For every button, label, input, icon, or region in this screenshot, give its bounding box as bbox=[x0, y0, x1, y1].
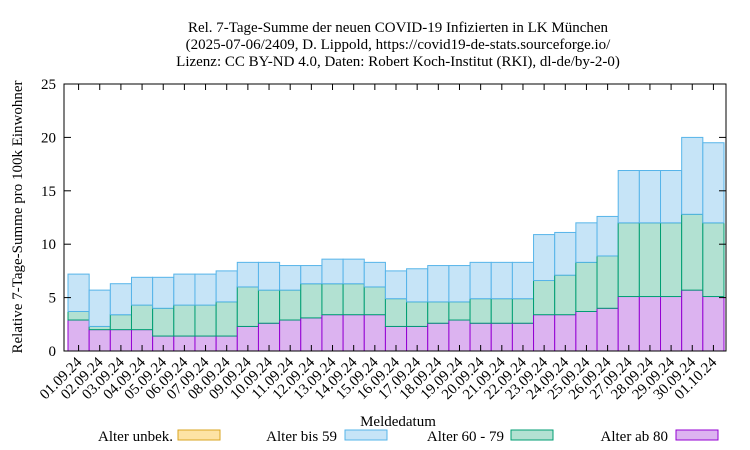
bar-alter-60-79-25.09.24 bbox=[575, 261, 598, 312]
bar-alter-ab-80-28.09.24 bbox=[638, 296, 662, 352]
bar-alter-bis-59-16.09.24 bbox=[384, 270, 408, 300]
y-tick-label: 25 bbox=[41, 77, 56, 93]
bar-alter-bis-59-15.09.24 bbox=[363, 261, 386, 288]
bar-alter-60-79-18.09.24 bbox=[427, 301, 450, 324]
bar-alter-bis-59-03.09.24 bbox=[109, 283, 132, 316]
bar-alter-bis-59-01.09.24 bbox=[67, 273, 90, 312]
bar-alter-60-79-29.09.24 bbox=[660, 222, 683, 298]
bar-alter-60-79-21.09.24 bbox=[490, 298, 513, 324]
bar-alter-60-79-07.09.24 bbox=[194, 304, 217, 337]
bar-alter-60-79-14.09.24 bbox=[342, 283, 365, 316]
bar-alter-bis-59-26.09.24 bbox=[596, 215, 619, 257]
bar-alter-bis-59-25.09.24 bbox=[575, 222, 598, 263]
bar-alter-bis-59-30.09.24 bbox=[681, 136, 704, 215]
bar-alter-60-79-12.09.24 bbox=[300, 283, 323, 319]
bar-alter-bis-59-04.09.24 bbox=[130, 276, 154, 306]
bar-alter-ab-80-29.09.24 bbox=[660, 296, 683, 352]
bar-alter-60-79-11.09.24 bbox=[279, 289, 302, 321]
bar-alter-bis-59-18.09.24 bbox=[427, 265, 450, 303]
x-axis-label: Meldedatum bbox=[360, 414, 436, 430]
bar-alter-bis-59-14.09.24 bbox=[342, 258, 365, 285]
bar-alter-bis-59-21.09.24 bbox=[490, 261, 513, 300]
legend-label-alter-unbek-: Alter unbek. bbox=[98, 429, 173, 445]
bar-alter-bis-59-22.09.24 bbox=[511, 261, 535, 300]
legend: Alter unbek. Alter bis 59 Alter 60 - 79 Alt… bbox=[98, 429, 719, 445]
bar-alter-60-79-13.09.24 bbox=[321, 283, 344, 316]
bar-alter-60-79-01.10.24 bbox=[702, 222, 725, 298]
bar-alter-bis-59-06.09.24 bbox=[173, 273, 196, 306]
bar-alter-ab-80-30.09.24 bbox=[681, 289, 704, 352]
legend-swatch-alter-60-79 bbox=[510, 429, 554, 441]
y-axis-label: Relative 7-Tage-Summe pro 100k Einwohner bbox=[10, 80, 26, 353]
bar-alter-ab-80-26.09.24 bbox=[596, 307, 619, 352]
chart-title: Rel. 7-Tage-Summe der neuen COVID-19 Inf… bbox=[176, 20, 620, 70]
legend-swatch-alter-ab-80 bbox=[675, 429, 719, 441]
bar-alter-60-79-27.09.24 bbox=[617, 222, 640, 298]
bar-alter-bis-59-02.09.24 bbox=[88, 289, 111, 327]
bar-alter-60-79-08.09.24 bbox=[215, 301, 238, 337]
bar-alter-60-79-15.09.24 bbox=[363, 286, 386, 316]
title-line-1: Rel. 7-Tage-Summe der neuen COVID-19 Inf… bbox=[188, 20, 609, 36]
bar-alter-bis-59-08.09.24 bbox=[215, 270, 238, 303]
plot-frame bbox=[63, 83, 727, 352]
bar-alter-60-79-01.09.24 bbox=[67, 310, 90, 321]
bar-alter-bis-59-09.09.24 bbox=[236, 261, 259, 288]
bar-alter-bis-59-29.09.24 bbox=[660, 170, 683, 224]
bar-alter-60-79-09.09.24 bbox=[236, 286, 259, 327]
bar-alter-60-79-16.09.24 bbox=[384, 298, 408, 327]
bar-alter-bis-59-05.09.24 bbox=[152, 276, 175, 309]
bar-alter-60-79-28.09.24 bbox=[638, 222, 662, 298]
bar-alter-60-79-03.09.24 bbox=[109, 314, 132, 331]
bar-alter-bis-59-10.09.24 bbox=[257, 261, 281, 291]
bar-alter-bis-59-19.09.24 bbox=[448, 265, 471, 303]
bar-alter-60-79-24.09.24 bbox=[554, 274, 577, 316]
bar-alter-bis-59-13.09.24 bbox=[321, 258, 344, 285]
bar-alter-60-79-23.09.24 bbox=[533, 280, 556, 316]
bar-alter-60-79-06.09.24 bbox=[173, 304, 196, 337]
bar-alter-bis-59-12.09.24 bbox=[300, 265, 323, 285]
bar-alter-60-79-04.09.24 bbox=[130, 304, 154, 331]
title-line-2: (2025-07-06/2409, D. Lippold, https://co… bbox=[186, 37, 611, 53]
legend-swatch-alter-bis-59 bbox=[344, 429, 388, 441]
bar-layer bbox=[67, 136, 725, 352]
bar-alter-bis-59-01.10.24 bbox=[702, 142, 725, 224]
bar-alter-bis-59-17.09.24 bbox=[406, 268, 429, 303]
bar-alter-ab-80-27.09.24 bbox=[617, 296, 640, 352]
legend-label-alter-60-79: Alter 60 - 79 bbox=[427, 429, 504, 445]
bar-alter-60-79-20.09.24 bbox=[469, 298, 492, 324]
bar-alter-bis-59-11.09.24 bbox=[279, 265, 302, 291]
bar-alter-bis-59-28.09.24 bbox=[638, 170, 662, 224]
bar-alter-bis-59-24.09.24 bbox=[554, 231, 577, 276]
bar-alter-60-79-17.09.24 bbox=[406, 301, 429, 327]
legend-label-alter-bis-59: Alter bis 59 bbox=[266, 429, 337, 445]
y-tick-label: 15 bbox=[41, 184, 56, 200]
bar-alter-60-79-22.09.24 bbox=[511, 298, 535, 324]
bar-alter-60-79-10.09.24 bbox=[257, 289, 281, 324]
bar-alter-bis-59-27.09.24 bbox=[617, 170, 640, 224]
bar-alter-60-79-26.09.24 bbox=[596, 255, 619, 309]
bar-alter-bis-59-23.09.24 bbox=[533, 234, 556, 282]
title-line-3: Lizenz: CC BY-ND 4.0, Daten: Robert Koch… bbox=[176, 54, 620, 70]
legend-label-alter-ab-80: Alter ab 80 bbox=[601, 429, 668, 445]
bar-alter-bis-59-07.09.24 bbox=[194, 273, 217, 306]
y-tick-label: 20 bbox=[41, 130, 56, 146]
y-tick-label: 5 bbox=[49, 291, 57, 307]
bar-alter-ab-80-01.10.24 bbox=[702, 296, 725, 352]
y-tick-label: 0 bbox=[49, 344, 57, 360]
y-tick-label: 10 bbox=[41, 237, 56, 253]
bar-alter-60-79-19.09.24 bbox=[448, 301, 471, 321]
bar-alter-60-79-30.09.24 bbox=[681, 213, 704, 291]
legend-swatch-alter-unbek- bbox=[177, 429, 221, 441]
bar-alter-bis-59-20.09.24 bbox=[469, 261, 492, 300]
bar-alter-60-79-05.09.24 bbox=[152, 307, 175, 337]
